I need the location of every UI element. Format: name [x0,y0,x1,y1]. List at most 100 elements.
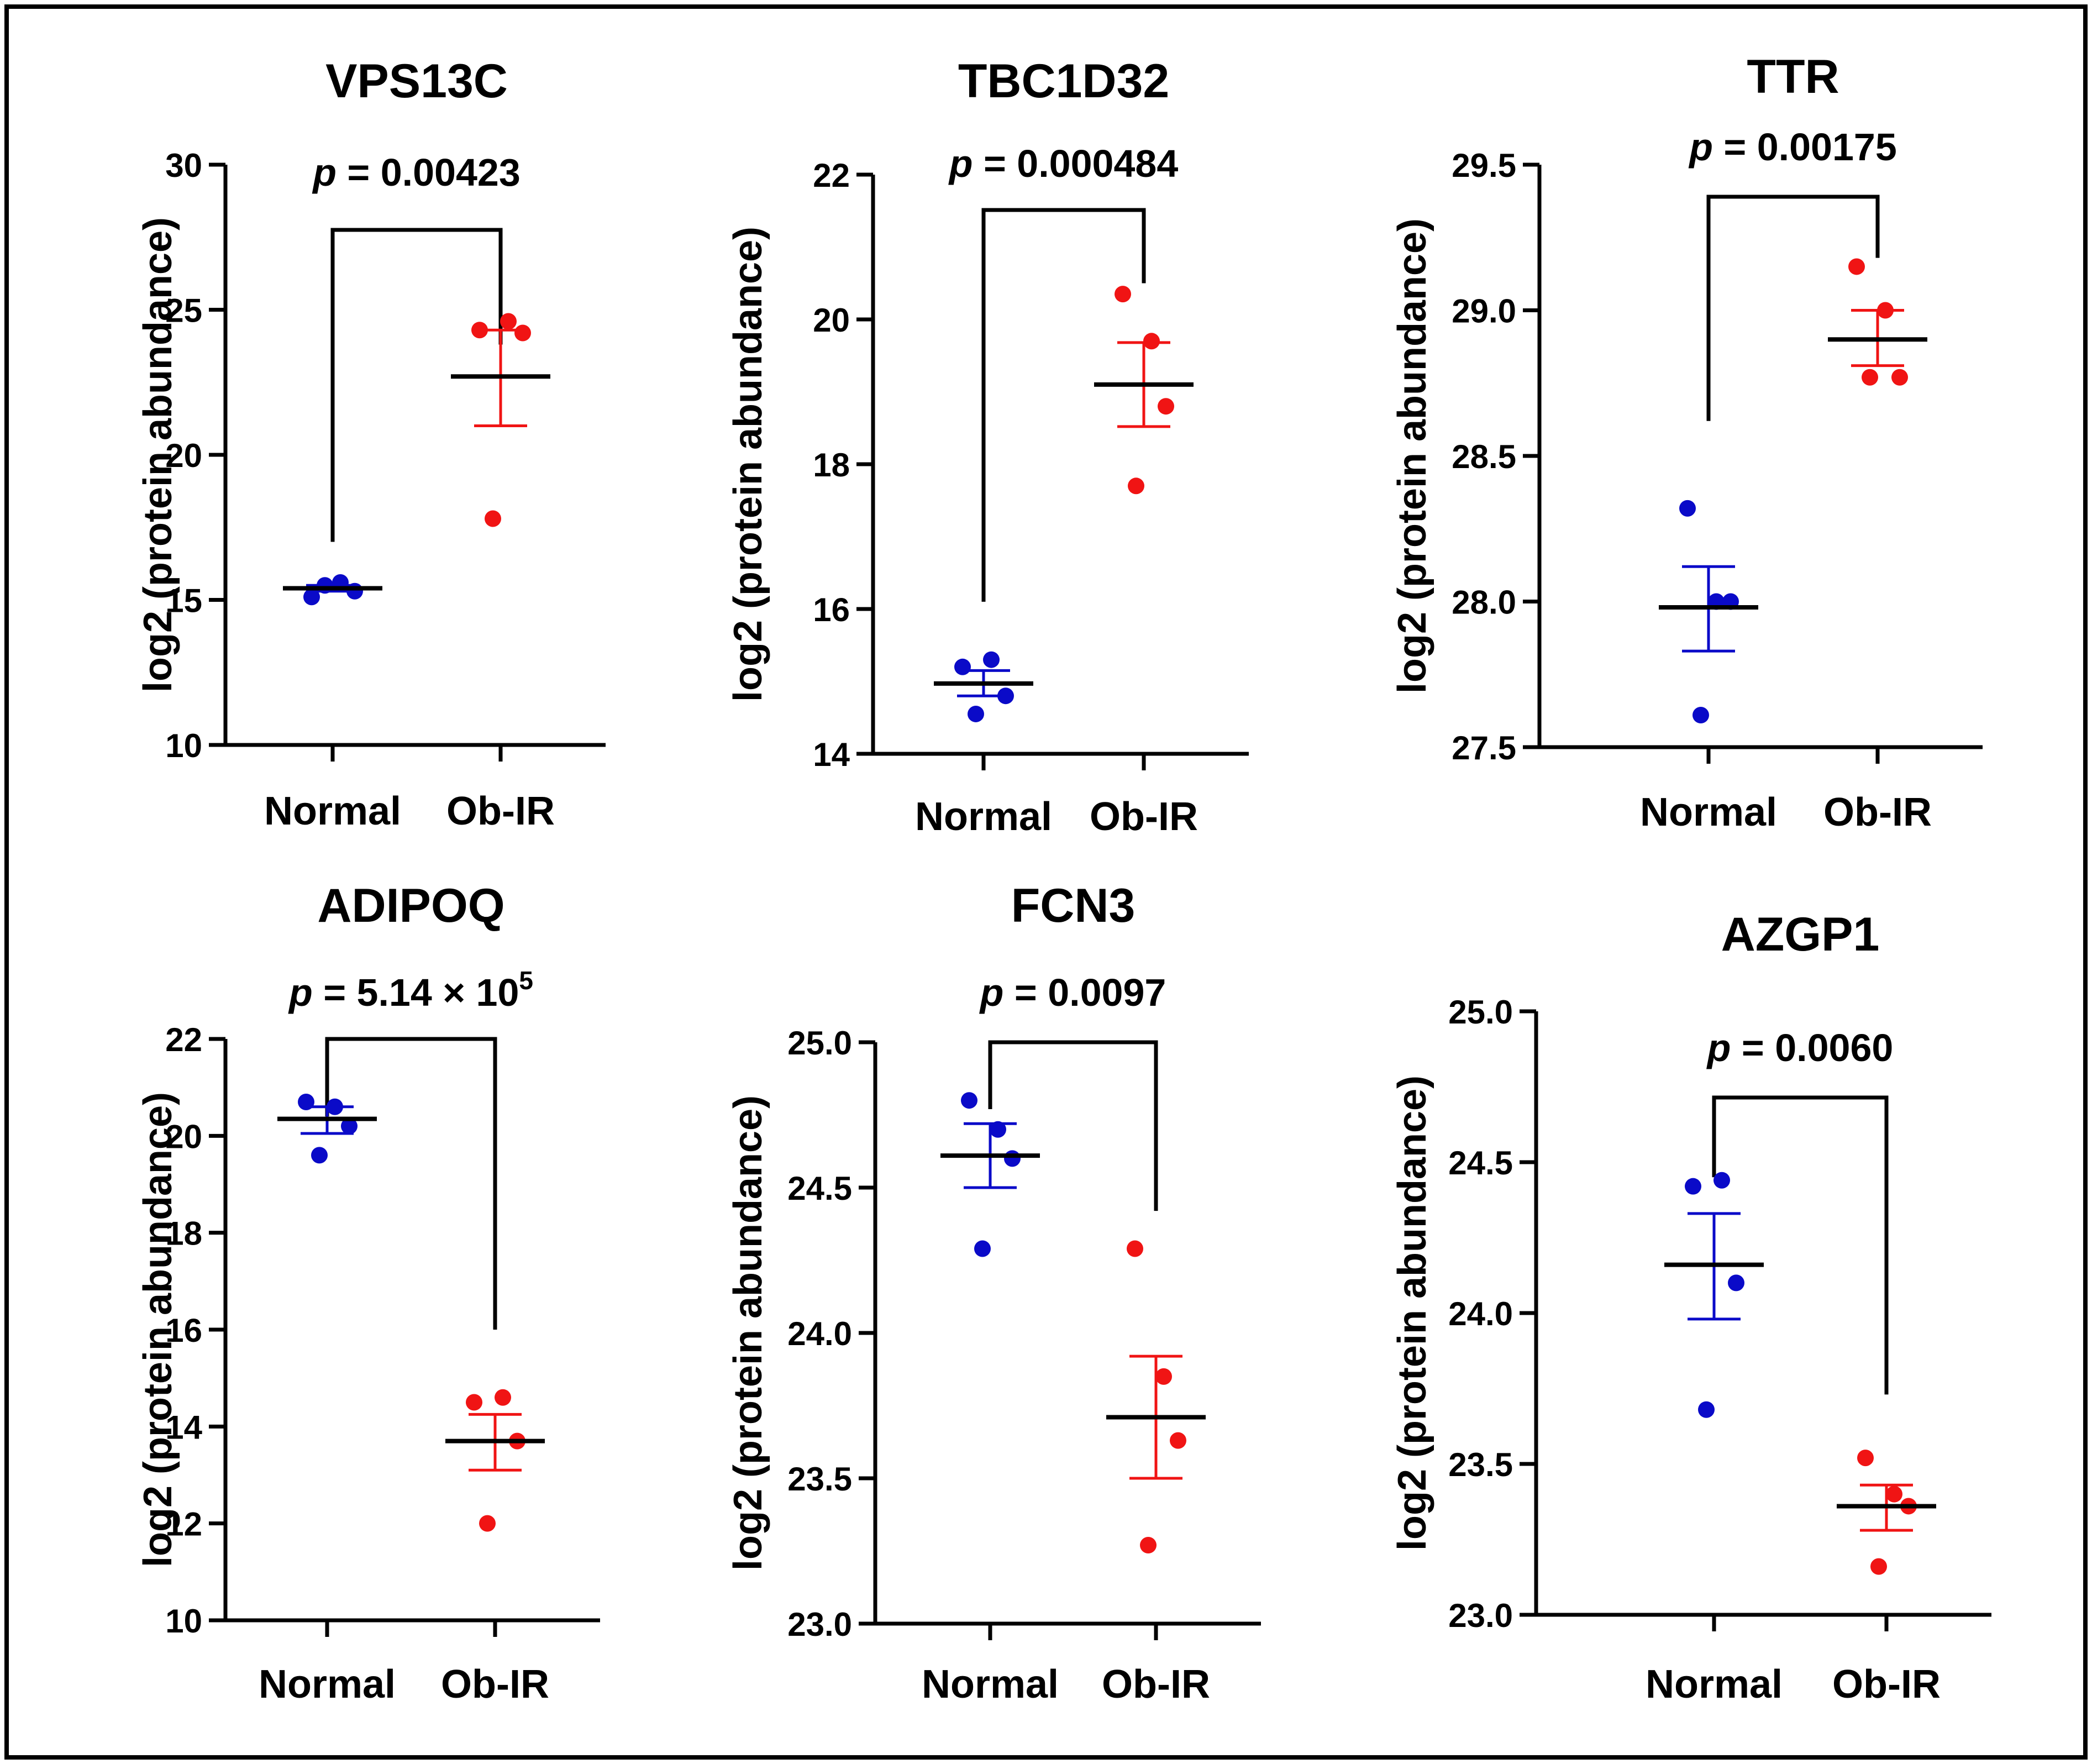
y-tick-label: 23.5 [787,1461,852,1498]
figure-frame [4,4,2088,1760]
y-tick-label: 12 [165,1506,202,1543]
x-category-label: Ob-IR [1090,795,1198,839]
p-value-label: p = 0.0097 [979,971,1166,1014]
y-tick-label: 22 [813,157,850,194]
y-tick-label: 29.5 [1452,147,1516,184]
significance-bracket [330,228,503,542]
y-axis-title: log2 (protein abundance) [1390,1075,1434,1551]
data-point [303,589,320,606]
y-tick-label: 20 [813,302,850,339]
y-tick-label: 20 [165,1118,202,1155]
data-point [1870,1558,1887,1575]
y-tick-label: 24.0 [1448,1295,1513,1332]
y-tick-label: 23.0 [1448,1597,1513,1634]
y-tick-label: 27.5 [1452,729,1516,767]
chart-panel-ttr: TTR p = 0.00175 27.5 28.0 28.5 29.0 29.5 Normal… [1390,50,1983,834]
p-value-label: p = 0.00423 [312,151,521,194]
significance-bracket [325,1037,497,1330]
data-point [1857,1450,1874,1467]
x-category-label: Ob-IR [1102,1662,1210,1707]
y-tick-label: 25.0 [1448,994,1513,1031]
data-point [983,651,1000,668]
y-tick-label: 30 [165,147,202,184]
data-point [1679,500,1696,517]
data-point [1698,1401,1715,1418]
data-point [479,1515,496,1532]
y-tick-label: 24.5 [1448,1144,1513,1182]
data-point [1155,1368,1172,1385]
y-tick-label: 28.0 [1452,584,1516,621]
x-category-label: Normal [915,795,1052,839]
x-category-label: Normal [1640,790,1777,834]
y-axis-title: log2 (protein abundance) [136,217,180,692]
significance-bracket [988,1040,1158,1211]
x-category-label: Ob-IR [1823,790,1932,834]
y-axis-title: log2 (protein abundance) [726,227,770,702]
data-point [1877,302,1894,319]
data-point [298,1093,314,1110]
x-category-label: Normal [922,1662,1059,1707]
data-point [500,313,517,330]
chart-panel-azgp1: AZGP1 p = 0.0060 23.0 23.5 24.0 24.5 25.0 Norma… [1390,908,1991,1707]
y-tick-label: 28.5 [1452,438,1516,475]
y-tick-label: 10 [165,1603,202,1640]
data-point [1140,1536,1157,1553]
y-tick-label: 29.0 [1452,293,1516,330]
x-category-label: Ob-IR [441,1662,549,1707]
data-point [990,1121,1006,1138]
data-point [1170,1432,1186,1449]
data-point [1692,707,1709,724]
chart-panel-fcn3: FCN3 p = 0.0097 23.0 23.5 24.0 24.5 25.0 Normal… [726,879,1261,1707]
data-point [471,322,488,339]
data-point [974,1240,991,1257]
data-point [1728,1274,1744,1292]
data-point [1128,477,1144,495]
significance-bracket [1706,195,1880,421]
y-axis-title: log2 (protein abundance) [136,1092,180,1567]
data-point [341,1117,358,1135]
data-point [1862,369,1878,386]
y-tick-label: 15 [165,582,202,620]
p-value-label: p = 0.0060 [1706,1026,1894,1069]
data-point [514,324,531,342]
y-axis-title: log2 (protein abundance) [1390,218,1434,694]
y-tick-label: 14 [813,736,850,773]
data-point [961,1092,977,1109]
chart-panel-tbc1d32: TBC1D32 p = 0.000484 14 16 18 20 22 Normal Ob-IR… [726,55,1249,839]
y-tick-label: 25 [165,292,202,329]
data-point [1158,398,1174,415]
data-point [1886,1485,1902,1503]
significance-bracket [981,208,1146,602]
chart-title: TBC1D32 [958,55,1169,108]
y-tick-label: 14 [165,1409,202,1446]
significance-bracket [1712,1095,1889,1395]
data-point [485,510,501,527]
y-tick-label: 16 [813,591,850,628]
x-category-label: Ob-IR [1832,1662,1941,1707]
y-tick-label: 22 [165,1021,202,1058]
data-point [1143,333,1160,350]
y-tick-label: 24.0 [787,1315,852,1352]
chart-panel-adipoq: ADIPOQ p = 5.14 × 105 10 12 14 16 18 20 22 Normal… [136,879,600,1707]
y-tick-label: 16 [165,1312,202,1349]
y-tick-label: 24.5 [787,1170,852,1207]
chart-title: VPS13C [325,55,508,108]
data-point [311,1147,328,1164]
y-tick-label: 20 [165,437,202,474]
chart-title: FCN3 [1011,879,1136,932]
y-tick-label: 25.0 [787,1025,852,1062]
x-category-label: Normal [1646,1662,1783,1707]
data-point [466,1394,482,1411]
data-point [1685,1178,1701,1195]
y-tick-label: 18 [165,1215,202,1252]
data-point [495,1389,511,1406]
y-axis-title: log2 (protein abundance) [726,1095,770,1571]
data-point [1848,258,1865,275]
y-tick-label: 23.0 [787,1606,852,1643]
x-category-label: Normal [264,789,401,833]
data-point [997,687,1014,705]
panels: VPS13C p = 0.00423 10 15 20 25 30 Normal Ob-IR lo… [136,50,1991,1707]
y-tick-label: 10 [165,727,202,764]
data-point [954,658,971,675]
